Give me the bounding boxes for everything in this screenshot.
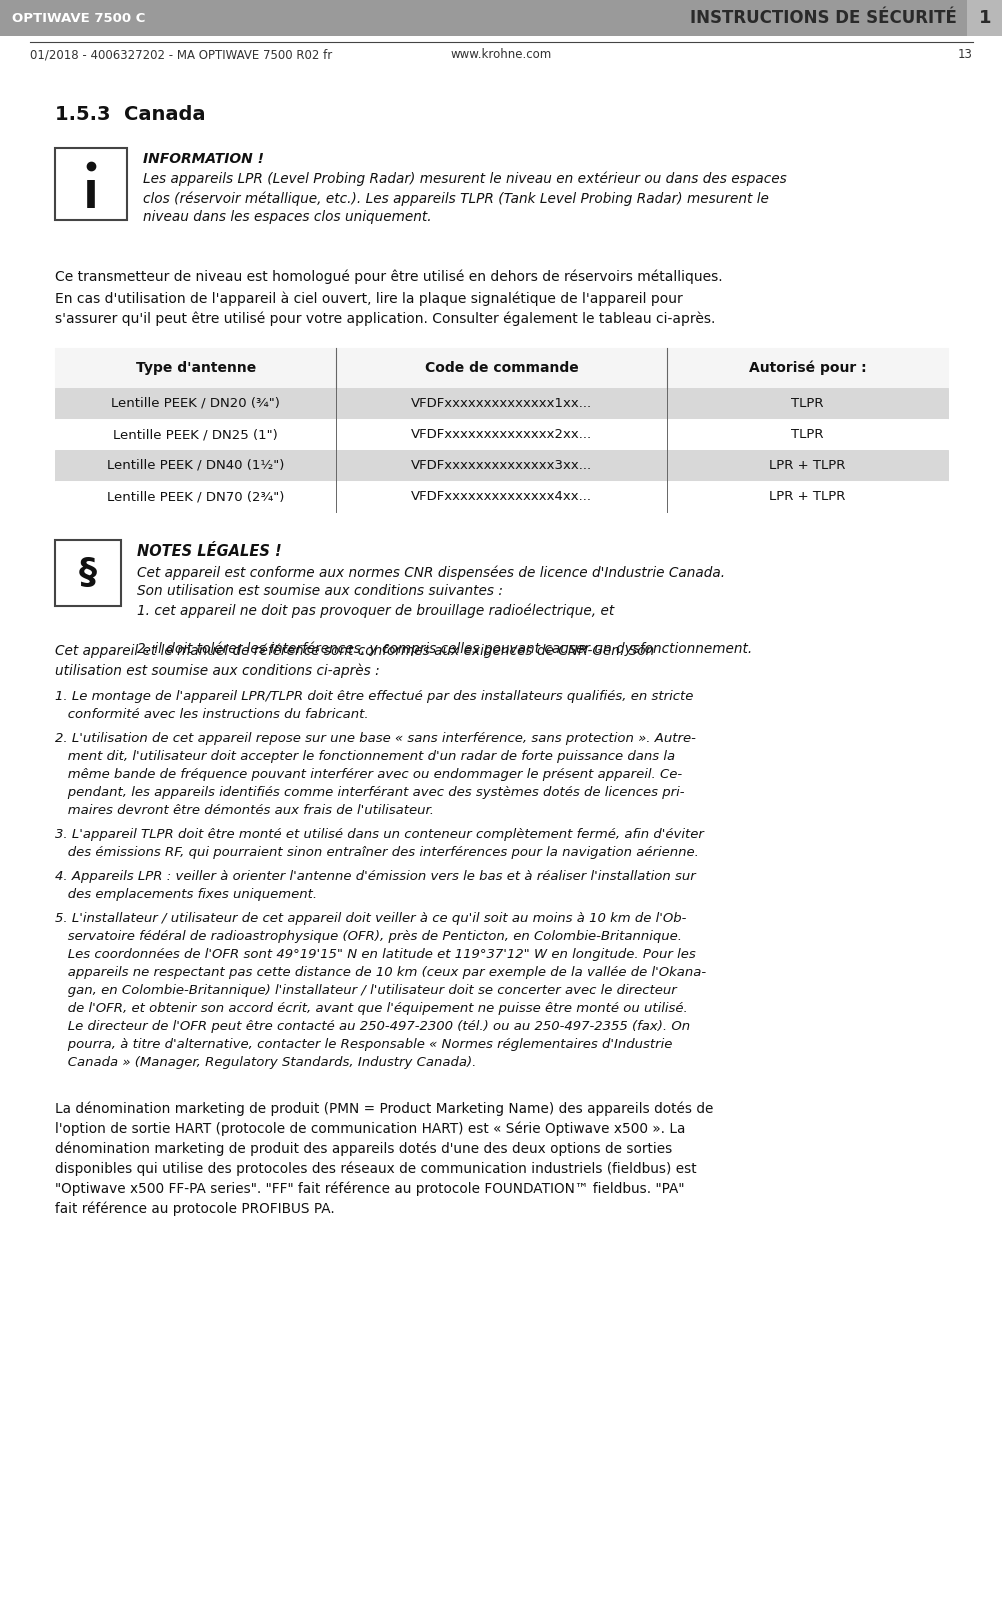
Text: Cet appareil est conforme aux normes CNR dispensées de licence d'Industrie Canad: Cet appareil est conforme aux normes CNR…: [137, 566, 724, 580]
Text: www.krohne.com: www.krohne.com: [451, 48, 551, 61]
Text: l'option de sortie HART (protocole de communication HART) est « Série Optiwave x: l'option de sortie HART (protocole de co…: [55, 1122, 684, 1136]
Bar: [55, 419, 947, 451]
Text: 3. L'appareil TLPR doit être monté et utilisé dans un conteneur complètement fer: 3. L'appareil TLPR doit être monté et ut…: [55, 828, 703, 841]
Text: pourra, à titre d'alternative, contacter le Responsable « Normes réglementaires : pourra, à titre d'alternative, contacter…: [55, 1039, 671, 1051]
Text: pendant, les appareils identifiés comme interférant avec des systèmes dotés de l: pendant, les appareils identifiés comme …: [55, 786, 683, 799]
Text: §: §: [79, 556, 97, 590]
Text: clos (réservoir métallique, etc.). Les appareils TLPR (Tank Level Probing Radar): clos (réservoir métallique, etc.). Les a…: [143, 192, 769, 206]
Text: En cas d'utilisation de l'appareil à ciel ouvert, lire la plaque signalétique de: En cas d'utilisation de l'appareil à cie…: [55, 291, 682, 305]
Text: VFDFxxxxxxxxxxxxxx3xx...: VFDFxxxxxxxxxxxxxx3xx...: [411, 459, 591, 471]
Text: dénomination marketing de produit des appareils dotés d'une des deux options de : dénomination marketing de produit des ap…: [55, 1143, 671, 1157]
Text: 5. L'installateur / utilisateur de cet appareil doit veiller à ce qu'il soit au : 5. L'installateur / utilisateur de cet a…: [55, 912, 685, 925]
Text: Ce transmetteur de niveau est homologué pour être utilisé en dehors de réservoir: Ce transmetteur de niveau est homologué …: [55, 270, 721, 284]
Text: VFDFxxxxxxxxxxxxxx4xx...: VFDFxxxxxxxxxxxxxx4xx...: [411, 491, 591, 503]
Text: OPTIWAVE 7500 C: OPTIWAVE 7500 C: [12, 11, 145, 24]
Text: 01/2018 - 4006327202 - MA OPTIWAVE 7500 R02 fr: 01/2018 - 4006327202 - MA OPTIWAVE 7500 …: [30, 48, 332, 61]
Bar: [55, 451, 947, 481]
Text: utilisation est soumise aux conditions ci-après :: utilisation est soumise aux conditions c…: [55, 665, 380, 679]
Text: La dénomination marketing de produit (PMN = Product Marketing Name) des appareil: La dénomination marketing de produit (PM…: [55, 1103, 712, 1117]
Text: Lentille PEEK / DN20 (¾"): Lentille PEEK / DN20 (¾"): [111, 396, 280, 411]
Text: Type d'antenne: Type d'antenne: [135, 361, 256, 376]
Text: Code de commande: Code de commande: [424, 361, 578, 376]
Text: niveau dans les espaces clos uniquement.: niveau dans les espaces clos uniquement.: [143, 209, 431, 224]
Bar: [55, 388, 947, 419]
Text: TLPR: TLPR: [791, 396, 823, 411]
Text: fait référence au protocole PROFIBUS PA.: fait référence au protocole PROFIBUS PA.: [55, 1202, 335, 1216]
Bar: [0, 0, 521, 37]
Text: LPR + TLPR: LPR + TLPR: [769, 491, 845, 503]
Text: 4. Appareils LPR : veiller à orienter l'antenne d'émission vers le bas et à réal: 4. Appareils LPR : veiller à orienter l'…: [55, 869, 695, 884]
Text: 1. Le montage de l'appareil LPR/TLPR doit être effectué par des installateurs qu: 1. Le montage de l'appareil LPR/TLPR doi…: [55, 690, 692, 703]
Text: des emplacements fixes uniquement.: des emplacements fixes uniquement.: [55, 888, 317, 901]
Bar: [55, 481, 947, 511]
Text: conformité avec les instructions du fabricant.: conformité avec les instructions du fabr…: [55, 708, 369, 721]
Text: des émissions RF, qui pourraient sinon entraîner des interférences pour la navig: des émissions RF, qui pourraient sinon e…: [55, 845, 698, 860]
Text: Les appareils LPR (Level Probing Radar) mesurent le niveau en extérieur ou dans : Les appareils LPR (Level Probing Radar) …: [143, 173, 786, 187]
Text: TLPR: TLPR: [791, 428, 823, 441]
Text: de l'OFR, et obtenir son accord écrit, avant que l'équipement ne puisse être mon: de l'OFR, et obtenir son accord écrit, a…: [55, 1002, 687, 1015]
Text: servatoire fédéral de radioastrophysique (OFR), près de Penticton, en Colombie-B: servatoire fédéral de radioastrophysique…: [55, 930, 681, 943]
Text: même bande de fréquence pouvant interférer avec ou endommager le présent apparei: même bande de fréquence pouvant interfér…: [55, 769, 681, 781]
Text: Lentille PEEK / DN70 (2¾"): Lentille PEEK / DN70 (2¾"): [107, 491, 284, 503]
Text: Cet appareil et le manuel de référence sont conformes aux exigences de CNR-Gen. : Cet appareil et le manuel de référence s…: [55, 644, 653, 658]
Text: "Optiwave x500 FF-PA series". "FF" fait référence au protocole FOUNDATION™ field: "Optiwave x500 FF-PA series". "FF" fait …: [55, 1183, 683, 1197]
Text: LPR + TLPR: LPR + TLPR: [769, 459, 845, 471]
Text: 1: 1: [978, 10, 990, 27]
Bar: [966, 0, 1002, 37]
Bar: [55, 348, 947, 388]
Bar: [55, 540, 121, 606]
Text: 2. L'utilisation de cet appareil repose sur une base « sans interférence, sans p: 2. L'utilisation de cet appareil repose …: [55, 732, 695, 745]
Text: VFDFxxxxxxxxxxxxxx1xx...: VFDFxxxxxxxxxxxxxx1xx...: [411, 396, 591, 411]
Text: Son utilisation est soumise aux conditions suivantes :: Son utilisation est soumise aux conditio…: [137, 583, 502, 598]
Text: INSTRUCTIONS DE SÉCURITÉ: INSTRUCTIONS DE SÉCURITÉ: [689, 10, 956, 27]
Bar: [55, 149, 127, 221]
Text: ment dit, l'utilisateur doit accepter le fonctionnement d'un radar de forte puis: ment dit, l'utilisateur doit accepter le…: [55, 749, 674, 762]
Text: NOTES LÉGALES !: NOTES LÉGALES !: [137, 543, 282, 559]
Bar: [521, 0, 966, 37]
Text: 1.5.3  Canada: 1.5.3 Canada: [55, 105, 205, 125]
Text: VFDFxxxxxxxxxxxxxx2xx...: VFDFxxxxxxxxxxxxxx2xx...: [411, 428, 591, 441]
Text: Lentille PEEK / DN40 (1½"): Lentille PEEK / DN40 (1½"): [107, 459, 284, 471]
Text: disponibles qui utilise des protocoles des réseaux de communication industriels : disponibles qui utilise des protocoles d…: [55, 1162, 696, 1176]
Text: INFORMATION !: INFORMATION !: [143, 152, 264, 166]
Text: Lentille PEEK / DN25 (1"): Lentille PEEK / DN25 (1"): [113, 428, 278, 441]
Text: 13: 13: [957, 48, 972, 61]
Text: 2. il doit tolérer les interférences, y compris celles pouvant causer un dysfonc: 2. il doit tolérer les interférences, y …: [137, 641, 752, 655]
Text: appareils ne respectant pas cette distance de 10 km (ceux par exemple de la vall: appareils ne respectant pas cette distan…: [55, 967, 705, 980]
Text: s'assurer qu'il peut être utilisé pour votre application. Consulter également le: s'assurer qu'il peut être utilisé pour v…: [55, 312, 714, 326]
Text: maires devront être démontés aux frais de l'utilisateur.: maires devront être démontés aux frais d…: [55, 804, 434, 817]
Text: gan, en Colombie-Britannique) l'installateur / l'utilisateur doit se concerter a: gan, en Colombie-Britannique) l'installa…: [55, 984, 676, 997]
Text: Le directeur de l'OFR peut être contacté au 250-497-2300 (tél.) ou au 250-497-23: Le directeur de l'OFR peut être contacté…: [55, 1020, 689, 1032]
Text: Autorisé pour :: Autorisé pour :: [747, 361, 866, 376]
Text: 1. cet appareil ne doit pas provoquer de brouillage radioélectrique, et: 1. cet appareil ne doit pas provoquer de…: [137, 602, 613, 617]
Text: Les coordonnées de l'OFR sont 49°19'15" N en latitude et 119°37'12" W en longitu: Les coordonnées de l'OFR sont 49°19'15" …: [55, 948, 695, 960]
Text: Canada » (Manager, Regulatory Standards, Industry Canada).: Canada » (Manager, Regulatory Standards,…: [55, 1056, 476, 1069]
